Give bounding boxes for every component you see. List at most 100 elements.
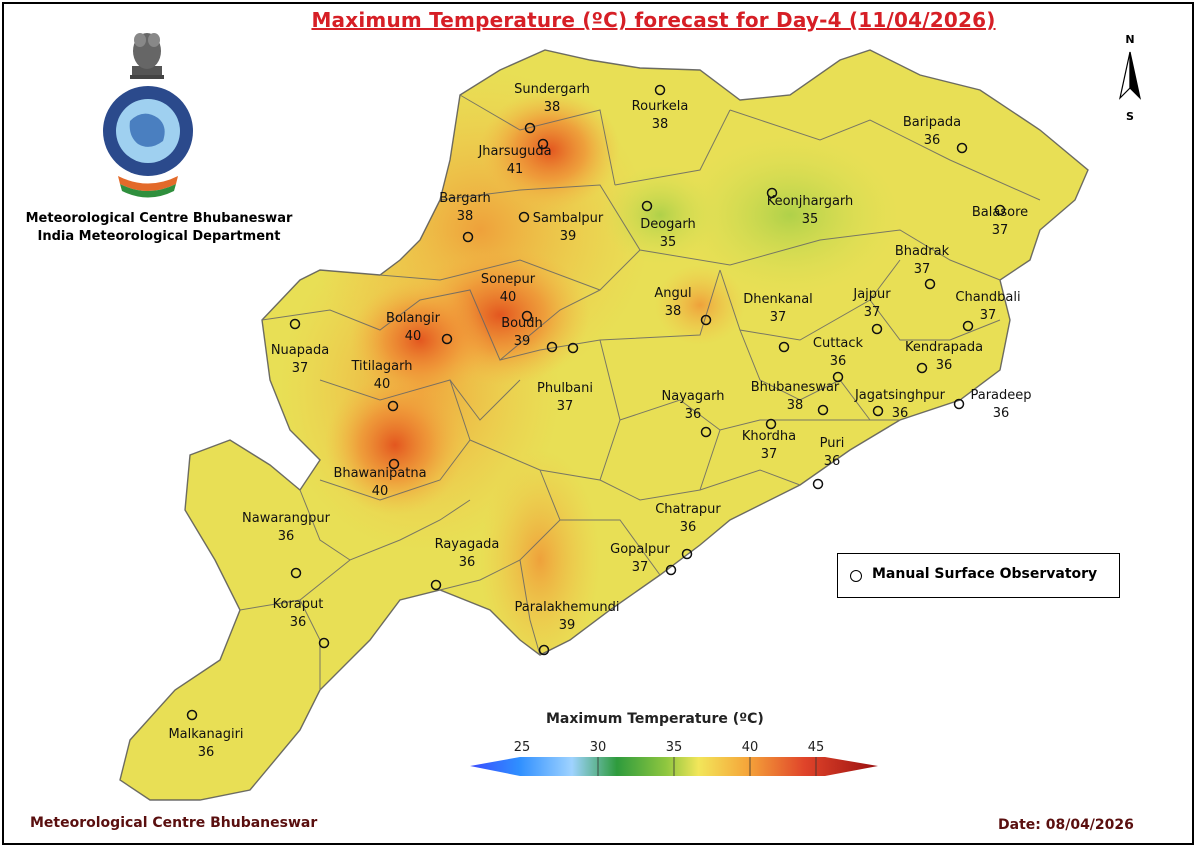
- station-temperature: 36: [830, 354, 847, 369]
- station-paralakhemundi: Paralakhemundi 39: [515, 600, 619, 656]
- station-marker-icon: [916, 362, 928, 374]
- station-name: Sundergarh: [514, 82, 590, 97]
- station-name: Boudh: [501, 316, 543, 331]
- station-jajpur: Jajpur 37: [852, 287, 891, 335]
- station-marker-icon: [700, 426, 712, 438]
- station-marker-icon: [778, 341, 790, 353]
- station-marker-icon: [871, 323, 883, 335]
- station-temperature: 41: [507, 162, 524, 177]
- station-name: Bhubaneswar: [751, 380, 840, 395]
- station-temperature: 38: [652, 117, 669, 132]
- station-marker-icon: [524, 122, 536, 134]
- station-khordha: Khordha 37: [742, 418, 796, 462]
- station-name: Jagatsinghpur: [854, 388, 946, 403]
- station-name: Deogarh: [640, 217, 696, 232]
- station-marker-icon: [546, 341, 558, 353]
- station-marker-icon: [665, 564, 677, 576]
- station-name: Nayagarh: [662, 389, 725, 404]
- station-marker-icon: [765, 418, 777, 430]
- station-name: Keonjhargarh: [767, 194, 854, 209]
- station-name: Bhadrak: [895, 244, 950, 259]
- station-titilagarh: Titilagarh 40: [350, 359, 413, 412]
- station-temperature: 36: [993, 406, 1010, 421]
- imd-seal-icon: [103, 86, 193, 198]
- color-scale-tick-label: 30: [590, 740, 607, 755]
- org-line-2: India Meteorological Department: [37, 229, 281, 244]
- station-marker-icon: [832, 371, 844, 383]
- station-marker-icon: [430, 579, 442, 591]
- south-label: S: [1126, 110, 1134, 123]
- station-marker-icon: [654, 84, 666, 96]
- district-boundaries: [119, 49, 1089, 801]
- station-marker-icon: [641, 200, 653, 212]
- station-bolangir: Bolangir 40: [386, 311, 453, 345]
- station-marker-icon: [387, 400, 399, 412]
- station-temperature: 37: [761, 447, 778, 462]
- station-marker-icon: [521, 310, 533, 322]
- station-malkanagiri: Malkanagiri 36: [168, 709, 244, 760]
- observatory-legend-label: Manual Surface Observatory: [872, 566, 1098, 582]
- station-marker-icon: [538, 644, 550, 656]
- station-temperature: 35: [802, 212, 819, 227]
- north-arrow-icon: [1118, 51, 1142, 100]
- station-marker-icon: [462, 231, 474, 243]
- station-nuapada: Nuapada 37: [271, 318, 329, 376]
- station-name: Rourkela: [632, 99, 689, 114]
- station-temperature: 36: [198, 745, 215, 760]
- station-name: Sambalpur: [533, 211, 604, 226]
- station-marker-icon: [441, 333, 453, 345]
- station-name: Puri: [820, 436, 845, 451]
- station-temperature: 36: [824, 454, 841, 469]
- station-puri: Puri 36: [812, 436, 845, 490]
- station-name: Nuapada: [271, 343, 329, 358]
- station-temperature: 39: [514, 334, 531, 349]
- station-cuttack: Cuttack 36: [813, 336, 864, 383]
- station-marker-icon: [567, 342, 579, 354]
- station-temperature: 36: [892, 406, 909, 421]
- station-marker-icon: [186, 709, 198, 721]
- station-marker-icon: [817, 404, 829, 416]
- north-label: N: [1125, 33, 1134, 46]
- station-temperature: 35: [660, 235, 677, 250]
- station-name: Chatrapur: [655, 502, 721, 517]
- station-jagatsinghpur: Jagatsinghpur 36: [854, 388, 946, 421]
- temperature-field: [120, 50, 1088, 800]
- org-line-1: Meteorological Centre Bhubaneswar: [25, 211, 293, 226]
- station-name: Koraput: [273, 597, 324, 612]
- station-sonepur: Sonepur 40: [481, 272, 536, 322]
- footer-date: Date: 08/04/2026: [998, 817, 1134, 833]
- station-name: Paradeep: [970, 388, 1031, 403]
- station-temperature: 37: [557, 399, 574, 414]
- station-marker-icon: [681, 548, 693, 560]
- station-temperature: 36: [936, 358, 953, 373]
- station-paradeep: Paradeep 36: [953, 388, 1032, 421]
- footer-organization: Meteorological Centre Bhubaneswar: [30, 815, 318, 831]
- map-title: Maximum Temperature (ºC) forecast for Da…: [311, 8, 996, 32]
- station-name: Nawarangpur: [242, 511, 331, 526]
- station-deogarh: Deogarh 35: [640, 200, 696, 250]
- station-temperature: 38: [457, 209, 474, 224]
- station-rourkela: Rourkela 38: [632, 84, 689, 132]
- station-temperature: 38: [787, 398, 804, 413]
- station-boudh: Boudh 39: [501, 316, 558, 353]
- station-marker-icon: [518, 211, 530, 223]
- station-marker-icon: [872, 405, 884, 417]
- station-marker-icon: [994, 204, 1006, 216]
- station-bargarh: Bargarh 38: [439, 191, 491, 243]
- station-dhenkanal: Dhenkanal 37: [743, 292, 813, 353]
- station-temperature: 36: [680, 520, 697, 535]
- station-name: Khordha: [742, 429, 796, 444]
- station-temperature: 40: [500, 290, 517, 305]
- station-chandbali: Chandbali 37: [955, 290, 1021, 332]
- station-marker-icon: [318, 637, 330, 649]
- stations-layer: Sundergarh 38 Rourkela 38 Jharsuguda 41 Baripa…: [168, 82, 1031, 760]
- station-balasore: Balasore 37: [972, 204, 1028, 238]
- station-marker-icon: [956, 142, 968, 154]
- station-bhadrak: Bhadrak 37: [895, 244, 950, 290]
- station-temperature: 37: [992, 223, 1009, 238]
- station-koraput: Koraput 36: [273, 597, 330, 649]
- station-name: Cuttack: [813, 336, 864, 351]
- station-temperature: 40: [372, 484, 389, 499]
